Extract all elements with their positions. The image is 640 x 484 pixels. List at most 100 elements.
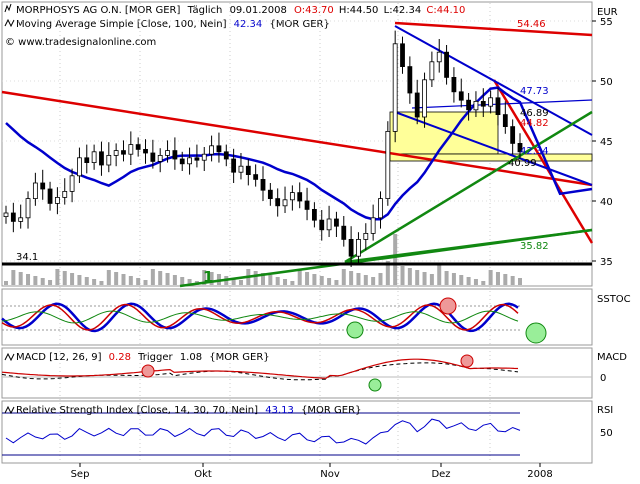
candle-body [334,218,339,227]
header-date: 09.01.2008 [230,5,287,16]
candle-body [488,97,494,107]
volume-bar [33,276,38,285]
candle-body [216,145,222,153]
price-tick-label: 55 [600,17,613,28]
volume-bar [334,280,339,285]
volume-bar [121,274,126,285]
x-tick-label: Okt [194,469,212,480]
volume-bar [341,269,346,285]
volume-bar [40,278,45,285]
candle-body [348,238,354,257]
candle-body [99,151,104,166]
x-axis: Sep Okt Nov Dez 2008 [71,463,553,480]
header-name: MORPHOSYS AG O.N. [MOR GER] [16,5,180,16]
x-tick-label: 2008 [527,469,552,480]
rsi-suffix: {MOR GER} [301,405,361,416]
volume-bar [444,271,449,285]
candle-body [378,198,383,219]
volume-bar [26,274,31,285]
sstoc-current-signal [525,322,547,344]
candle-body [106,154,112,166]
green-trend-low [344,228,593,264]
volume-bar [11,270,16,285]
candle-body [282,199,288,207]
ma-suffix: {MOR GER} [269,19,329,30]
level-54-46: 54.46 [517,19,546,30]
moving-average-line [5,86,593,221]
volume-bar [268,275,273,285]
candle-body [194,157,200,161]
candle-body [18,217,24,222]
candle-body [297,192,303,202]
candle-body [480,101,486,107]
red-trend-top [394,21,593,37]
candle-body [392,43,398,132]
volume-bar [18,272,23,285]
price-tick-label: 40 [600,197,613,208]
ma-label: Moving Average Simple [Close, 100, Nein] [16,19,227,30]
candle-body [267,189,273,199]
volume-bar [305,272,310,285]
volume-bar [312,274,317,285]
volume-bar [180,277,185,285]
volume-bar [371,277,376,285]
candle-body [245,165,251,175]
candle-body [422,79,427,118]
candle-body [370,217,376,234]
volume-bar [128,276,133,285]
volume-bar [136,278,141,285]
candle-body [128,144,134,155]
candle-body [150,152,156,162]
volume-bar [84,277,89,285]
volume-bar [187,279,192,285]
volume-bar [518,278,522,285]
candle-body [341,225,347,240]
volume-bar [172,275,177,285]
candle-body [275,198,281,207]
candle-body [458,91,464,101]
price-y-ticks: 35 40 45 50 55 [592,17,613,268]
header-line2: Moving Average Simple [Close, 100, Nein]… [16,19,330,30]
macd-panel-frame [1,347,593,399]
candle-body [143,148,148,154]
rsi-value: 43.13 [265,405,294,416]
volume-bar [99,281,104,285]
candle-body [495,97,501,116]
rsi-panel [2,412,521,456]
candle-body [209,145,215,155]
candle-body [179,158,185,165]
volume-bar [415,270,420,285]
candle-body [400,43,405,67]
candle-body [502,114,508,127]
candle-body [414,92,420,118]
macd-icon [4,352,15,362]
header-open: O:43.70 [294,5,334,16]
line-icon [4,18,15,28]
volume-bar [327,278,332,285]
candle-body [473,101,479,111]
volume-bar [114,272,119,285]
macd-sell-signal [141,364,155,378]
volume-bar [400,266,405,285]
macd-trigger-label: Trigger [137,352,173,363]
macd-zero-tick: 0 [600,373,606,384]
candle-body [47,188,53,204]
candle-body [223,151,229,160]
candle-body [289,192,295,201]
rsi-50-tick: 50 [600,428,613,439]
volume-bar [106,270,111,285]
volume-bar [48,280,53,285]
volume-bar [4,281,8,285]
chart-type-icon [4,3,12,13]
candle-body [444,51,449,78]
level-35-82: 35.82 [520,241,549,252]
volume-bar [92,279,97,285]
macd-title: MACD [12, 26, 9] 0.28 Trigger 1.08 {MOR … [16,352,270,363]
macd-line [1,358,519,379]
candle-body [32,182,38,199]
candle-body [385,130,391,199]
level-42-34: 42.34 [520,146,549,157]
volume-bar [202,270,207,285]
